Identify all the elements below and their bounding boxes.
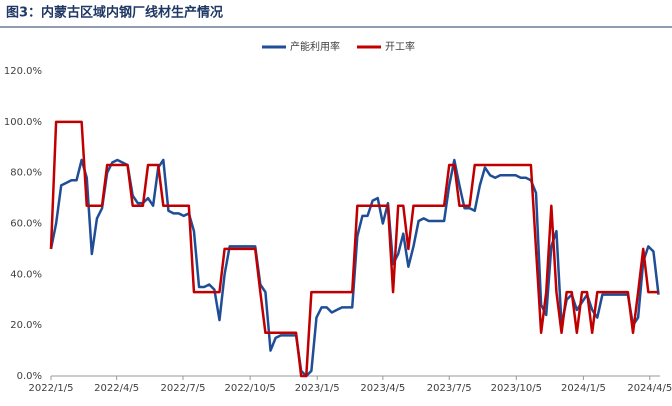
y-tick-label: 120.0% [4,66,42,77]
x-tick-label: 2022/1/5 [29,383,74,394]
y-tick-label: 40.0% [10,269,42,280]
y-tick-label: 20.0% [10,320,42,331]
y-tick-label: 60.0% [10,219,42,230]
x-tick-label: 2024/1/5 [561,383,606,394]
y-tick-label: 0.0% [17,371,42,382]
series-line [49,120,659,378]
x-tick-label: 2023/1/5 [295,383,340,394]
legend-label: 开工率 [385,40,415,53]
x-tick-label: 2023/4/5 [360,383,405,394]
x-tick-label: 2024/4/5 [627,383,672,394]
legend-label: 产能利用率 [290,40,340,53]
x-tick-label: 2023/7/5 [427,383,472,394]
x-tick-label: 2023/10/5 [491,383,542,394]
x-tick-label: 2022/4/5 [94,383,139,394]
x-tick-label: 2022/10/5 [224,383,275,394]
y-tick-label: 100.0% [4,117,42,128]
series-line [49,158,660,378]
chart-title: 图3：内蒙古区域内钢厂线材生产情况 [6,5,223,21]
y-tick-label: 80.0% [10,168,42,179]
x-tick-label: 2022/7/5 [161,383,206,394]
